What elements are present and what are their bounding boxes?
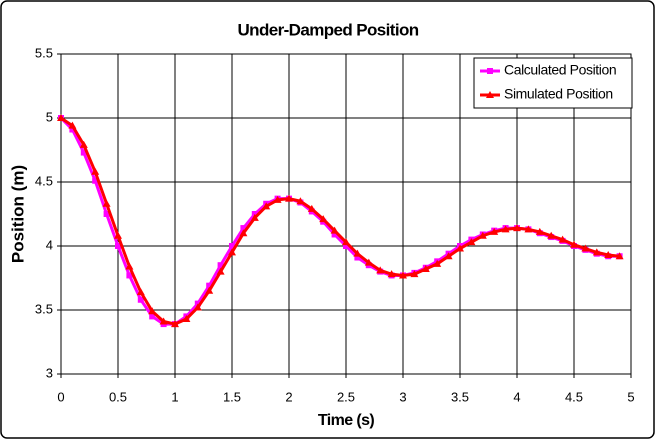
legend-box (473, 57, 633, 109)
marker (456, 244, 464, 252)
marker (68, 121, 77, 129)
chart-title: Under-Damped Position (237, 20, 418, 39)
marker (79, 140, 88, 148)
marker (615, 252, 624, 260)
marker (444, 252, 453, 260)
y-tick-label: 5.5 (35, 45, 53, 60)
marker (229, 243, 235, 249)
marker (250, 213, 259, 221)
x-tick-label: 1.5 (223, 389, 241, 404)
marker (114, 231, 122, 239)
x-tick-label: 4.5 (565, 389, 583, 404)
x-tick-label: 3.5 (451, 389, 469, 404)
marker (217, 262, 224, 269)
marker (592, 248, 601, 256)
x-axis-label: Time (s) (318, 412, 375, 429)
x-tick-label: 1 (171, 389, 178, 404)
y-tick-label: 3.5 (35, 301, 53, 316)
marker (478, 231, 487, 239)
marker (410, 270, 419, 278)
marker (239, 229, 248, 237)
marker (125, 262, 134, 270)
marker (216, 267, 225, 275)
marker (467, 238, 476, 246)
marker (513, 224, 521, 232)
marker (604, 250, 613, 258)
marker (342, 238, 350, 246)
marker (205, 286, 214, 294)
marker (307, 204, 316, 212)
marker (330, 226, 339, 234)
marker (343, 243, 349, 249)
marker (581, 244, 590, 252)
marker (69, 126, 76, 133)
marker (149, 313, 156, 320)
marker (136, 288, 145, 296)
marker (273, 195, 282, 203)
marker (240, 225, 247, 232)
x-tick-label: 3 (399, 389, 406, 404)
marker (148, 307, 157, 315)
legend-label: Calculated Position (504, 62, 616, 78)
y-axis-label: Position (m) (8, 165, 27, 263)
marker (137, 296, 144, 303)
y-tick-label: 4.5 (35, 173, 53, 188)
marker (331, 231, 338, 238)
marker (285, 194, 293, 202)
x-tick-label: 2 (285, 389, 292, 404)
marker (319, 215, 328, 223)
marker (364, 258, 373, 266)
x-tick-label: 4 (513, 389, 520, 404)
y-tick-label: 3 (46, 365, 53, 380)
marker (387, 270, 396, 278)
marker (501, 225, 510, 233)
x-tick-label: 2.5 (337, 389, 355, 404)
x-tick-label: 0.5 (109, 389, 127, 404)
y-tick-label: 5 (46, 109, 53, 124)
marker (433, 259, 442, 267)
marker (92, 177, 99, 184)
marker (376, 266, 385, 274)
marker (421, 265, 430, 273)
marker (524, 225, 533, 233)
marker (353, 249, 362, 257)
marker (558, 235, 567, 243)
marker (228, 248, 236, 256)
marker (91, 167, 100, 175)
marker (486, 91, 494, 98)
marker (535, 227, 544, 235)
legend-label: Simulated Position (504, 86, 613, 102)
marker (206, 282, 213, 289)
marker (570, 240, 578, 248)
plot-border (60, 53, 632, 375)
marker (159, 317, 168, 325)
x-tick-label: 0 (57, 389, 64, 404)
marker (193, 303, 202, 311)
marker (490, 227, 499, 235)
y-tick-label: 4 (46, 237, 53, 252)
marker (399, 271, 407, 279)
marker (296, 197, 305, 205)
x-tick-label: 5 (627, 389, 634, 404)
marker (126, 272, 133, 279)
marker (57, 114, 65, 121)
marker (262, 202, 271, 210)
marker (115, 243, 121, 249)
marker (102, 199, 111, 207)
marker (487, 68, 493, 74)
marker (80, 149, 87, 156)
marker (182, 314, 191, 322)
marker (354, 254, 361, 261)
marker (103, 211, 110, 217)
marker (547, 231, 556, 239)
marker (171, 320, 179, 328)
